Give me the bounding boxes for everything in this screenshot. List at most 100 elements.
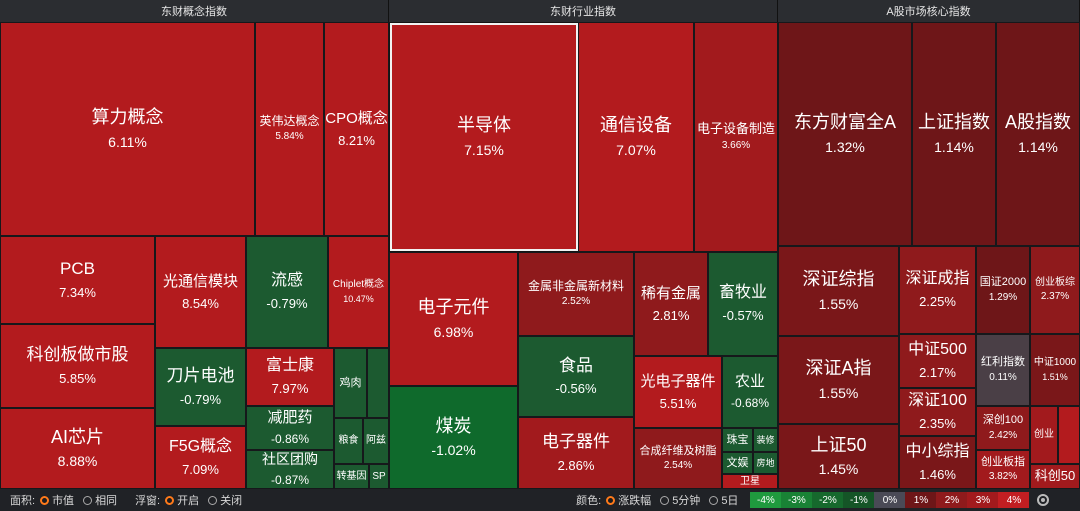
tile-concept[interactable]: 流感 -0.79%	[246, 236, 328, 348]
tile-name: SP	[372, 470, 386, 482]
tile-change-value: 3.66%	[721, 139, 751, 151]
tile-industry[interactable]: 金属非金属新材料 2.52%	[518, 252, 634, 336]
tile-industry[interactable]: 畜牧业 -0.57%	[708, 252, 778, 356]
area-option-market-cap[interactable]: 市值	[35, 492, 74, 508]
radio-selected-icon[interactable]	[40, 495, 50, 505]
tile-name: F5G概念	[168, 437, 233, 455]
tile-change-value: 1.32%	[825, 138, 865, 155]
tile-concept[interactable]: 算力概念 6.11%	[0, 22, 255, 236]
tile-concept[interactable]	[367, 348, 389, 418]
tile-change-value: -0.57%	[722, 308, 764, 324]
tile-concept[interactable]: 英伟达概念 5.84%	[255, 22, 324, 236]
tile-change-value: 1.51%	[1042, 371, 1068, 382]
tile-concept[interactable]: 减肥药 -0.86%	[246, 406, 334, 450]
tile-core[interactable]: 深证成指 2.25%	[899, 246, 976, 334]
tile-concept[interactable]: 光通信模块 8.54%	[155, 236, 246, 348]
tile-core[interactable]: 上证指数 1.14%	[912, 22, 996, 246]
tile-core[interactable]: A股指数 1.14%	[996, 22, 1080, 246]
tile-core[interactable]: 红利指数 0.11%	[976, 334, 1030, 406]
tile-name: 东方财富全A	[793, 112, 896, 133]
tile-concept[interactable]: 科创板做市股 5.85%	[0, 324, 155, 408]
tile-core[interactable]: 创业板指 3.82%	[976, 450, 1030, 489]
tile-change-value: 5.84%	[275, 131, 304, 143]
tile-concept[interactable]: 阿兹	[363, 418, 389, 464]
tile-core[interactable]: 创业	[1030, 406, 1058, 464]
tile-industry[interactable]: 文娱	[722, 452, 753, 474]
tile-industry[interactable]: 食品 -0.56%	[518, 336, 634, 417]
tile-change-value: 1.29%	[988, 291, 1018, 303]
radio-icon[interactable]	[83, 495, 93, 505]
radio-selected-icon[interactable]	[606, 495, 616, 505]
tile-industry[interactable]: 珠宝	[722, 428, 753, 452]
radio-selected-icon[interactable]	[165, 495, 175, 505]
tile-concept[interactable]: 鸡肉	[334, 348, 367, 418]
tile-core[interactable]: 深创100 2.42%	[976, 406, 1030, 450]
tile-concept[interactable]: SP	[369, 464, 389, 489]
tile-name: 流感	[270, 272, 303, 289]
tile-core[interactable]: 深证A指 1.55%	[778, 336, 899, 424]
tile-industry[interactable]: 装修	[753, 428, 778, 452]
tile-core[interactable]: 科创50	[1030, 464, 1080, 489]
gear-icon[interactable]	[1037, 494, 1050, 506]
tile-industry[interactable]: 电子设备制造 3.66%	[694, 22, 778, 252]
tile-core[interactable]: 深证100 2.35%	[899, 388, 976, 436]
tile-concept[interactable]: PCB 7.34%	[0, 236, 155, 324]
tile-industry[interactable]: 电子元件 6.98%	[389, 252, 518, 386]
tile-concept[interactable]: 刀片电池 -0.79%	[155, 348, 246, 426]
tile-industry[interactable]: 农业 -0.68%	[722, 356, 778, 428]
tile-core[interactable]: 东方财富全A 1.32%	[778, 22, 912, 246]
tile-change-value: 2.17%	[919, 365, 956, 381]
tile-core[interactable]: 创业板综 2.37%	[1030, 246, 1080, 334]
tile-name: 减肥药	[267, 409, 313, 427]
legend-swatch: 0%	[874, 492, 906, 508]
tile-concept[interactable]: 转基因	[334, 464, 369, 489]
float-option-off[interactable]: 关闭	[203, 492, 242, 508]
radio-icon[interactable]	[709, 495, 719, 505]
tile-core[interactable]: 中证500 2.17%	[899, 334, 976, 388]
tile-concept[interactable]: AI芯片 8.88%	[0, 408, 155, 489]
tile-industry[interactable]: 通信设备 7.07%	[578, 22, 694, 252]
tile-name: 创业板综	[1035, 276, 1075, 288]
color-option-5min[interactable]: 5分钟	[655, 492, 700, 508]
tile-core[interactable]	[1058, 406, 1080, 464]
tile-concept[interactable]: 社区团购 -0.87%	[246, 450, 334, 489]
color-option-change[interactable]: 涨跌幅	[601, 492, 651, 508]
tile-change-value: -0.86%	[270, 432, 310, 447]
legend-swatch: 4%	[998, 492, 1030, 508]
tile-change-value: -1.02%	[431, 442, 476, 459]
tile-industry[interactable]: 合成纤维及树脂 2.54%	[634, 428, 722, 489]
tile-core[interactable]: 中小综指 1.46%	[899, 436, 976, 489]
tile-concept[interactable]: 粮食	[334, 418, 363, 464]
radio-icon[interactable]	[660, 495, 670, 505]
tile-concept[interactable]: F5G概念 7.09%	[155, 426, 246, 489]
tile-change-value: 6.98%	[433, 323, 474, 340]
tile-concept[interactable]: CPO概念 8.21%	[324, 22, 389, 236]
area-option-equal[interactable]: 相同	[78, 492, 117, 508]
radio-icon[interactable]	[208, 495, 218, 505]
tile-name: 鸡肉	[339, 376, 362, 389]
tile-name: 光电子器件	[640, 372, 716, 390]
tile-change-value: 2.86%	[557, 457, 595, 473]
tile-change-value: -0.79%	[266, 296, 308, 312]
tile-change-value: 2.52%	[561, 296, 591, 308]
tile-core[interactable]: 上证50 1.45%	[778, 424, 899, 489]
tile-core[interactable]: 中证1000 1.51%	[1030, 334, 1080, 406]
tile-name: 畜牧业	[718, 284, 767, 301]
tile-industry[interactable]: 光电子器件 5.51%	[634, 356, 722, 428]
tile-change-value: 7.97%	[271, 381, 309, 397]
tile-core[interactable]: 深证综指 1.55%	[778, 246, 899, 336]
tile-industry[interactable]: 卫星	[722, 474, 778, 489]
tile-name: 装修	[756, 434, 775, 445]
tile-industry[interactable]: 稀有金属 2.81%	[634, 252, 708, 356]
tile-change-value: -0.79%	[179, 391, 222, 407]
tile-core[interactable]: 国证2000 1.29%	[976, 246, 1030, 334]
tile-industry[interactable]: 煤炭 -1.02%	[389, 386, 518, 489]
tile-industry[interactable]: 半导体 7.15%	[390, 23, 578, 251]
float-option-on[interactable]: 开启	[160, 492, 199, 508]
color-option-5day[interactable]: 5日	[704, 492, 738, 508]
legend-swatch: -3%	[781, 492, 813, 508]
tile-industry[interactable]: 电子器件 2.86%	[518, 417, 634, 489]
tile-concept[interactable]: Chiplet概念 10.47%	[328, 236, 389, 348]
tile-concept[interactable]: 富士康 7.97%	[246, 348, 334, 406]
tile-industry[interactable]: 房地	[753, 452, 778, 474]
